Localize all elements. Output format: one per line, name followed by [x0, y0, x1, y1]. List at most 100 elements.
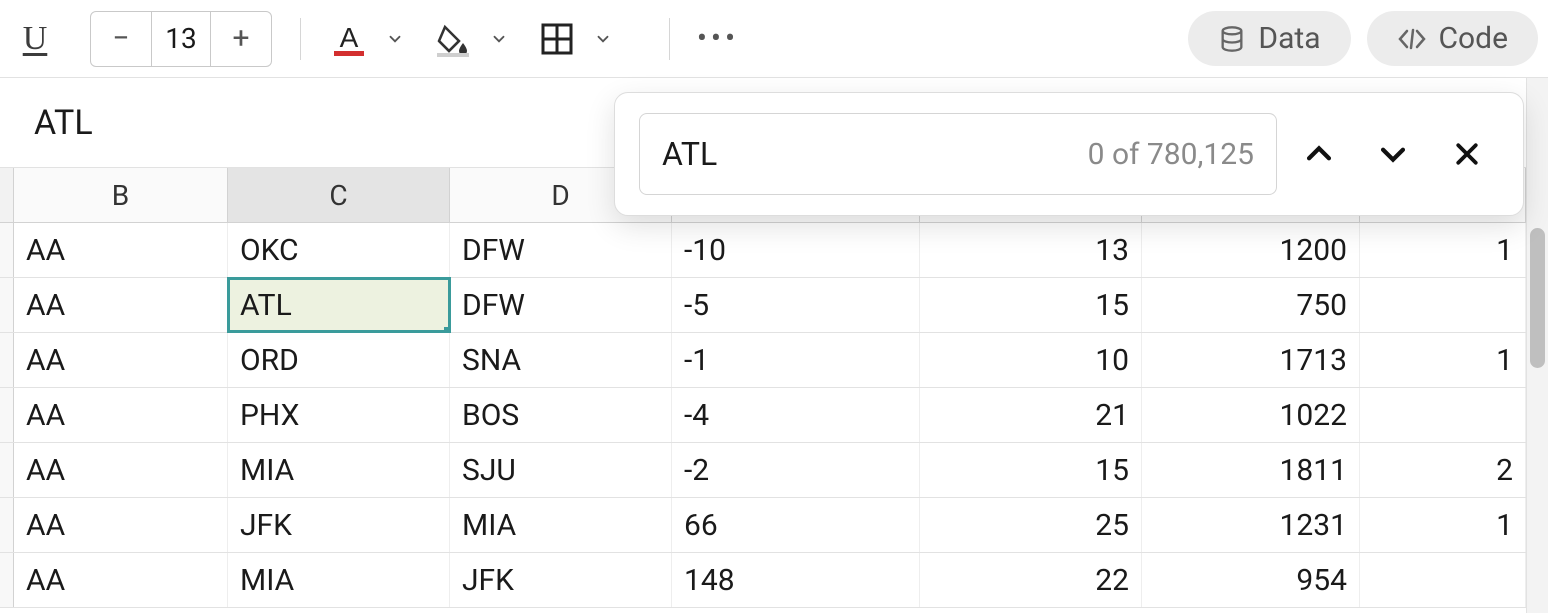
rowhead-spacer — [0, 168, 14, 222]
cell-F[interactable]: 25 — [920, 498, 1142, 552]
data-pill-button[interactable]: Data — [1188, 11, 1350, 66]
cell-B[interactable]: AA — [14, 388, 228, 442]
cell-E[interactable]: -1 — [672, 333, 920, 387]
cell-G[interactable]: 1713 — [1142, 333, 1360, 387]
cell-E[interactable]: 66 — [672, 498, 920, 552]
find-prev-button[interactable] — [1287, 122, 1351, 186]
spreadsheet-grid[interactable]: AAOKCDFW-101312001AAATLDFW-515750AAORDSN… — [0, 223, 1548, 608]
underline-button[interactable]: U — [6, 12, 64, 66]
cell-H[interactable] — [1360, 553, 1526, 607]
font-size-increase-button[interactable]: + — [211, 12, 271, 66]
cell-G[interactable]: 1231 — [1142, 498, 1360, 552]
cell-F[interactable]: 15 — [920, 443, 1142, 497]
table-row: AAMIAJFK14822954 — [0, 553, 1548, 608]
cell-H[interactable] — [1360, 388, 1526, 442]
code-pill-label: Code — [1439, 21, 1508, 56]
more-menu-button[interactable]: ••• — [698, 12, 738, 66]
formula-bar-value: ATL — [34, 103, 93, 143]
find-query-text: ATL — [662, 135, 1088, 173]
fill-color-button[interactable] — [433, 19, 519, 59]
chevron-down-icon — [583, 19, 623, 59]
text-color-icon: A — [329, 19, 369, 59]
database-icon — [1218, 25, 1246, 53]
cell-H[interactable]: 2 — [1360, 443, 1526, 497]
find-next-button[interactable] — [1361, 122, 1425, 186]
rowhead-spacer — [0, 388, 14, 442]
cell-B[interactable]: AA — [14, 443, 228, 497]
table-row: AAOKCDFW-101312001 — [0, 223, 1548, 278]
cell-D[interactable]: DFW — [450, 278, 672, 332]
code-pill-button[interactable]: Code — [1367, 11, 1538, 66]
toolbar-separator — [669, 18, 670, 60]
cell-B[interactable]: AA — [14, 278, 228, 332]
chevron-down-icon — [1376, 137, 1410, 171]
cell-H[interactable]: 1 — [1360, 333, 1526, 387]
data-pill-label: Data — [1258, 21, 1320, 56]
cell-D[interactable]: BOS — [450, 388, 672, 442]
column-header-B[interactable]: B — [14, 168, 228, 222]
cell-G[interactable]: 1022 — [1142, 388, 1360, 442]
cell-B[interactable]: AA — [14, 553, 228, 607]
toolbar: U − 13 + A — [0, 0, 1548, 78]
rowhead-spacer — [0, 553, 14, 607]
find-input[interactable]: ATL 0 of 780,125 — [639, 113, 1277, 195]
table-row: AAATLDFW-515750 — [0, 278, 1548, 333]
cell-B[interactable]: AA — [14, 498, 228, 552]
cell-H[interactable] — [1360, 278, 1526, 332]
cell-H[interactable]: 1 — [1360, 223, 1526, 277]
rowhead-spacer — [0, 498, 14, 552]
cell-F[interactable]: 21 — [920, 388, 1142, 442]
cell-F[interactable]: 22 — [920, 553, 1142, 607]
table-row: AAORDSNA-11017131 — [0, 333, 1548, 388]
text-color-button[interactable]: A — [329, 19, 415, 59]
toolbar-separator — [300, 18, 301, 60]
cell-D[interactable]: JFK — [450, 553, 672, 607]
cell-E[interactable]: -4 — [672, 388, 920, 442]
vertical-scrollbar[interactable] — [1526, 78, 1548, 613]
cell-C[interactable]: OKC — [228, 223, 450, 277]
cell-E[interactable]: 148 — [672, 553, 920, 607]
cell-B[interactable]: AA — [14, 333, 228, 387]
find-count-text: 0 of 780,125 — [1088, 137, 1254, 172]
rowhead-spacer — [0, 223, 14, 277]
cell-E[interactable]: -5 — [672, 278, 920, 332]
find-close-button[interactable] — [1435, 122, 1499, 186]
cell-G[interactable]: 750 — [1142, 278, 1360, 332]
find-popover: ATL 0 of 780,125 — [614, 92, 1524, 216]
cell-E[interactable]: -10 — [672, 223, 920, 277]
cell-E[interactable]: -2 — [672, 443, 920, 497]
table-row: AAMIASJU-21518112 — [0, 443, 1548, 498]
cell-D[interactable]: MIA — [450, 498, 672, 552]
cell-C[interactable]: MIA — [228, 553, 450, 607]
cell-C[interactable]: ORD — [228, 333, 450, 387]
cell-D[interactable]: DFW — [450, 223, 672, 277]
cell-F[interactable]: 10 — [920, 333, 1142, 387]
font-size-decrease-button[interactable]: − — [91, 12, 151, 66]
cell-F[interactable]: 15 — [920, 278, 1142, 332]
cell-C[interactable]: PHX — [228, 388, 450, 442]
cell-F[interactable]: 13 — [920, 223, 1142, 277]
cell-G[interactable]: 954 — [1142, 553, 1360, 607]
cell-D[interactable]: SJU — [450, 443, 672, 497]
borders-button[interactable] — [537, 19, 623, 59]
font-size-value[interactable]: 13 — [151, 12, 211, 66]
cell-D[interactable]: SNA — [450, 333, 672, 387]
svg-text:A: A — [340, 22, 359, 53]
cell-C[interactable]: JFK — [228, 498, 450, 552]
rowhead-spacer — [0, 333, 14, 387]
close-icon — [1452, 139, 1482, 169]
cell-B[interactable]: AA — [14, 223, 228, 277]
chevron-down-icon — [479, 19, 519, 59]
cell-H[interactable]: 1 — [1360, 498, 1526, 552]
cell-G[interactable]: 1811 — [1142, 443, 1360, 497]
paint-bucket-icon — [433, 19, 473, 59]
rowhead-spacer — [0, 278, 14, 332]
cell-C[interactable]: MIA — [228, 443, 450, 497]
scrollbar-thumb[interactable] — [1530, 228, 1545, 368]
cell-G[interactable]: 1200 — [1142, 223, 1360, 277]
borders-icon — [537, 19, 577, 59]
column-header-C[interactable]: C — [228, 168, 450, 222]
font-size-group: − 13 + — [90, 11, 272, 67]
table-row: AAPHXBOS-4211022 — [0, 388, 1548, 443]
cell-C[interactable]: ATL — [228, 278, 450, 332]
